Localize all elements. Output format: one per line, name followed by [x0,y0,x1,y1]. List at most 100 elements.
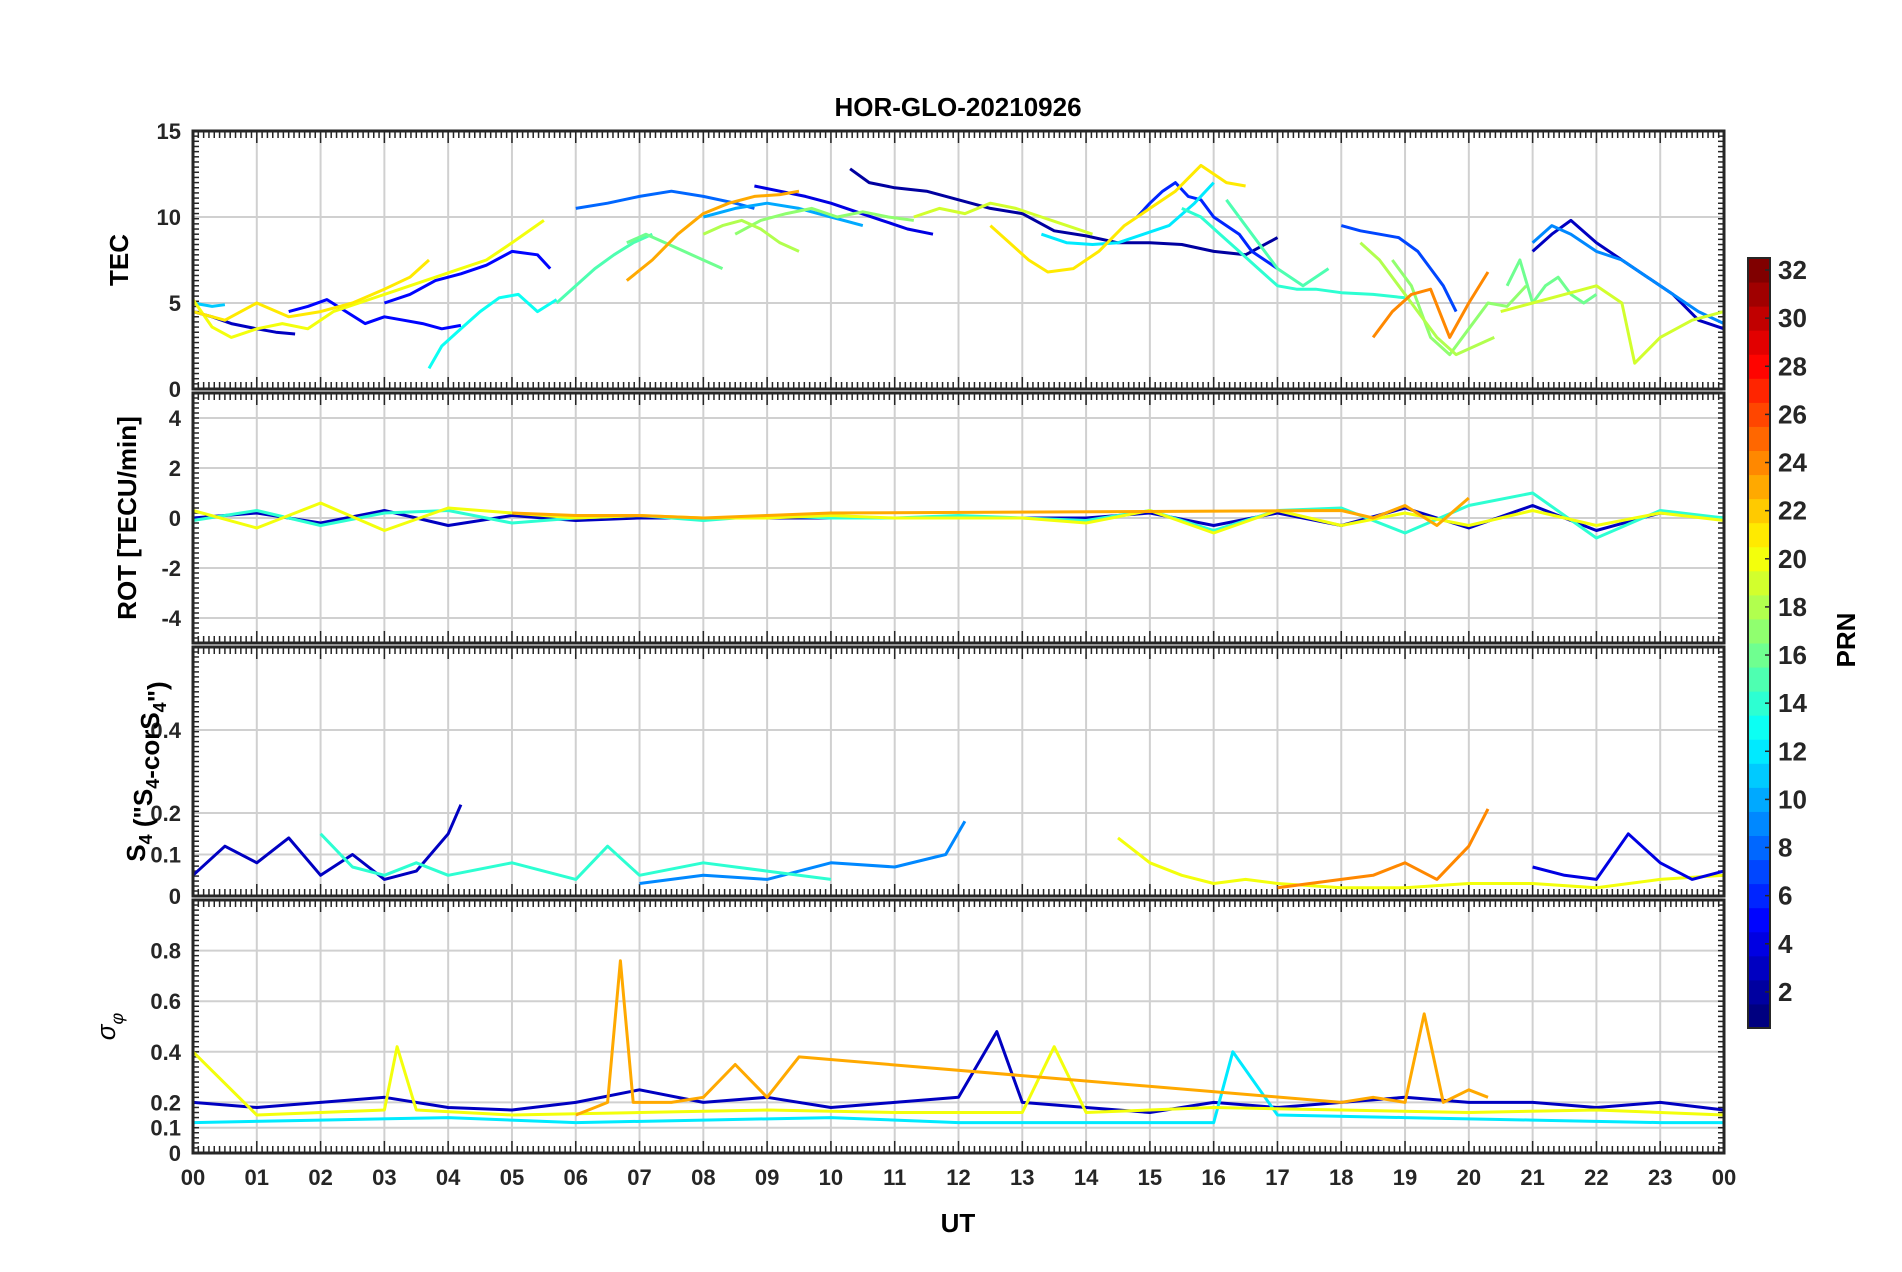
x-tick-label: 12 [946,1165,970,1190]
colorbar-tick-label: 30 [1778,303,1807,333]
y-tick-label: 4 [169,406,182,431]
x-tick-label: 02 [308,1165,332,1190]
y-tick-label: 10 [157,205,181,230]
x-tick-label: 23 [1648,1165,1672,1190]
colorbar-tick-label: 16 [1778,640,1807,670]
x-tick-label: 08 [691,1165,715,1190]
colorbar-segment [1748,426,1770,451]
series-line-prn-4 [754,184,934,236]
x-tick-label: 14 [1074,1165,1099,1190]
colorbar-segment [1748,522,1770,548]
colorbar-segment [1748,931,1770,957]
y-tick-label: 0.1 [150,1116,181,1141]
series-line-prn-5 [288,298,462,331]
series-line-prn-15 [1225,198,1330,288]
colorbar-segment [1748,546,1770,572]
x-tick-label: 16 [1201,1165,1225,1190]
colorbar-segment [1748,667,1770,692]
series-line-prn-2 [849,167,1279,257]
colorbar-tick-label: 24 [1778,448,1807,478]
colorbar-segment [1748,354,1770,379]
series-line-prn-24 [1277,808,1490,890]
y-tick-label: 5 [169,291,181,316]
colorbar-segment [1748,594,1770,620]
panel-rot: -4 -2 0 2 4 ROT [TECU/min] [112,391,1726,645]
y-axis-label: TEC [104,234,134,286]
colorbar-segment [1748,763,1770,788]
colorbar-tick-label: 4 [1778,929,1793,959]
x-tick-label: 19 [1393,1165,1417,1190]
colorbar-segment [1748,691,1770,716]
series-line-prn-19 [1500,284,1725,365]
x-tick-label: 07 [627,1165,651,1190]
y-tick-label: -2 [161,556,181,581]
colorbar-segment [1748,378,1770,403]
series-line-prn-16 [626,232,724,270]
colorbar-label: PRN [1831,613,1861,668]
colorbar-segment [1748,907,1770,933]
colorbar-tick-label: 6 [1778,881,1792,911]
x-tick-label: 21 [1520,1165,1544,1190]
x-tick-label: 01 [245,1165,269,1190]
panel-sigma_phi: 00.10.2 0.4 0.6 0.8 σφ 00 01 02 03 04 05 06 07 08 09 10… [91,898,1736,1190]
series-line-prn-9 [639,820,967,885]
x-tick-label: 05 [500,1165,524,1190]
colorbar-segment [1748,859,1770,885]
series-line-prn-17 [734,206,914,236]
colorbar-segment [1748,306,1770,331]
series-line-prn-18 [702,218,800,253]
series-line-prn-23 [625,189,800,282]
panel-frame [191,391,1726,645]
x-tick-label: 00 [1712,1165,1736,1190]
panel-frame [191,129,1726,391]
x-tick-label: 18 [1329,1165,1353,1190]
x-tick-label: 09 [755,1165,779,1190]
colorbar-segment [1748,835,1770,861]
colorbar-tick-label: 12 [1778,736,1807,766]
x-tick-label: 00 [181,1165,205,1190]
series-line-prn-20 [1117,836,1725,890]
y-tick-label: 0.2 [150,801,181,826]
y-tick-label: 0.6 [150,989,181,1014]
x-tick-label: 11 [883,1165,906,1190]
colorbar-tick-label: 20 [1778,544,1807,574]
colorbar-segment [1748,618,1770,644]
panel-frame [191,645,1726,898]
x-tick-label: 13 [1010,1165,1034,1190]
colorbar-segment [1748,883,1770,909]
series-line-prn-18 [1359,241,1495,357]
x-tick-label: 17 [1265,1165,1289,1190]
series-line-prn-10 [702,201,864,228]
series-line-prn-4 [1532,832,1725,881]
colorbar-tick-label: 8 [1778,833,1792,863]
y-axis-label: σφ [91,1013,127,1041]
colorbar-tick-label: 14 [1778,688,1807,718]
panel-s4: 0 0.1 0.2 0.4S4 ("S4-corS4") [121,645,1726,909]
y-axis-label: ROT [TECU/min] [112,416,142,620]
colorbar-segment [1748,643,1770,668]
series-line-prn-3 [192,1030,1725,1114]
y-tick-label: 2 [169,456,181,481]
series-line-prn-9 [1531,224,1725,325]
series-line-prn-16 [1505,258,1598,305]
colorbar-segment [1748,570,1770,596]
colorbar-segment [1748,955,1770,981]
y-tick-label: 0.4 [150,1040,181,1065]
series-line-prn-8 [575,189,755,210]
colorbar-segment [1748,498,1770,524]
x-tick-label: 15 [1138,1165,1162,1190]
series-line-prn-14 [192,491,1725,540]
colorbar-tick-label: 22 [1778,496,1807,526]
colorbar-segment [1748,979,1770,1005]
x-tick-label: 03 [372,1165,396,1190]
colorbar-segment [1748,402,1770,427]
y-tick-label: 0.2 [150,1090,181,1115]
colorbar-tick-label: 26 [1778,399,1807,429]
series-line-prn-20 [191,219,545,339]
series-line-prn-21 [989,163,1246,274]
y-tick-label: 0.1 [150,843,181,868]
colorbar-segment [1748,811,1770,836]
series-line-prn-23 [575,959,1489,1117]
colorbar-segment [1748,282,1770,307]
